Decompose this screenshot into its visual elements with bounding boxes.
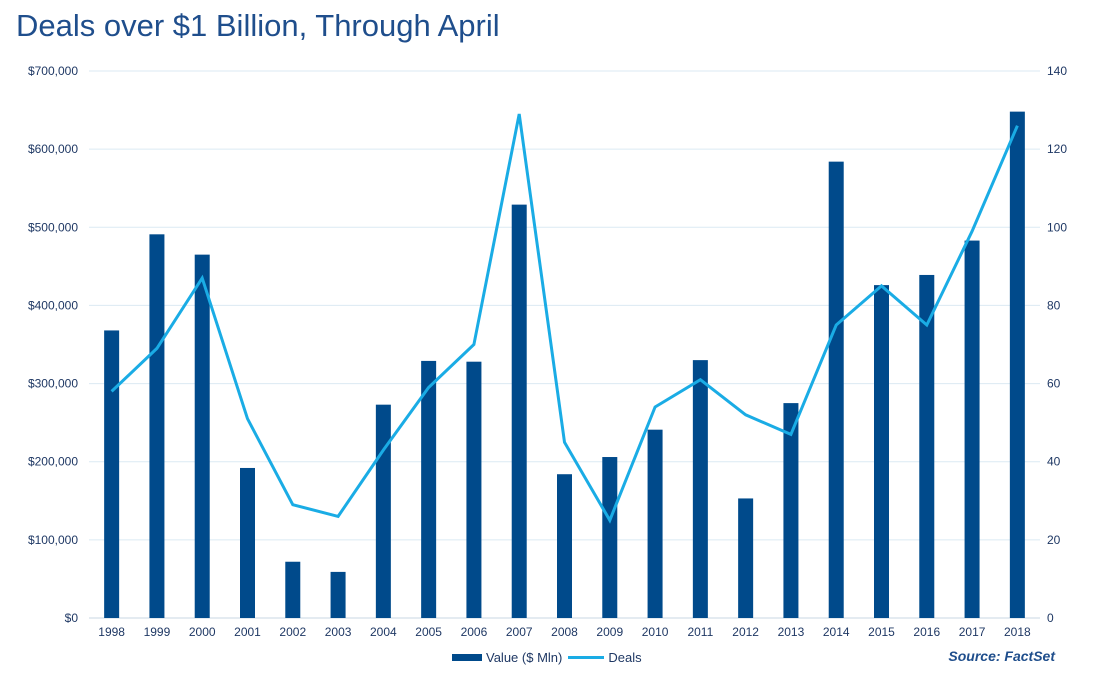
y-left-tick-label: $200,000	[28, 455, 78, 469]
chart-title: Deals over $1 Billion, Through April	[16, 8, 500, 43]
x-tick-label: 2008	[551, 625, 578, 639]
deals-series-line	[110, 113, 1019, 524]
x-tick-label: 2017	[959, 625, 986, 639]
bar	[874, 285, 889, 618]
x-tick-label: 2009	[596, 625, 623, 639]
y-left-tick-label: $100,000	[28, 533, 78, 547]
bar	[602, 457, 618, 618]
legend-swatch-line	[568, 656, 605, 659]
x-tick-label: 2018	[1004, 625, 1031, 639]
bar	[647, 429, 663, 618]
bar	[375, 404, 391, 618]
bar	[240, 467, 255, 618]
x-tick-label: 1998	[98, 625, 125, 639]
y-left-tick-label: $300,000	[28, 377, 78, 391]
x-tick-label: 2004	[370, 625, 397, 639]
bar	[783, 403, 799, 618]
x-tick-label: 2005	[415, 625, 442, 639]
x-tick-label: 2002	[279, 625, 306, 639]
x-tick-label: 2016	[913, 625, 940, 639]
y-left-tick-label: $0	[65, 611, 79, 625]
x-tick-label: 2010	[642, 625, 669, 639]
x-tick-label: 2013	[778, 625, 805, 639]
x-tick-label: 2003	[325, 625, 352, 639]
y-left-tick-label: $600,000	[28, 142, 78, 156]
x-tick-label: 2006	[461, 625, 488, 639]
bar	[466, 361, 482, 618]
x-tick-label: 2012	[732, 625, 759, 639]
y-right-tick-label: 140	[1047, 64, 1067, 78]
bar	[557, 474, 572, 618]
bar	[330, 571, 346, 618]
source-note: Source: FactSet	[948, 648, 1055, 664]
bar	[194, 254, 210, 618]
x-tick-label: 2000	[189, 625, 216, 639]
bar	[511, 204, 527, 619]
bar	[1009, 111, 1025, 619]
y-right-tick-label: 80	[1047, 298, 1061, 312]
y-left-tick-label: $400,000	[28, 298, 78, 312]
bar	[421, 360, 437, 618]
bar	[738, 498, 754, 618]
bar	[692, 360, 708, 618]
x-tick-label: 2015	[868, 625, 895, 639]
bar	[919, 274, 935, 618]
legend-label-deals: Deals	[608, 650, 642, 665]
x-tick-label: 2007	[506, 625, 533, 639]
x-tick-label: 2014	[823, 625, 850, 639]
bar	[149, 234, 165, 618]
bar	[104, 330, 120, 618]
y-left-tick-label: $700,000	[28, 64, 78, 78]
y-right-tick-label: 60	[1047, 377, 1061, 391]
y-right-tick-label: 40	[1047, 455, 1061, 469]
y-right-tick-label: 20	[1047, 533, 1061, 547]
legend: Value ($ Mln) Deals	[452, 650, 648, 665]
y-right-tick-label: 0	[1047, 611, 1054, 625]
x-tick-label: 2001	[234, 625, 261, 639]
y-left-tick-label: $500,000	[28, 220, 78, 234]
legend-item-value: Value ($ Mln)	[452, 650, 562, 665]
y-right-tick-label: 120	[1047, 142, 1067, 156]
legend-label-value: Value ($ Mln)	[486, 650, 563, 665]
bar	[285, 561, 301, 618]
y-right-tick-label: 100	[1047, 220, 1067, 234]
x-tick-label: 1999	[144, 625, 171, 639]
legend-item-deals: Deals	[568, 650, 642, 665]
legend-swatch-bar	[452, 654, 482, 661]
bar	[964, 240, 980, 618]
bar	[828, 161, 844, 618]
x-tick-label: 2011	[687, 625, 713, 639]
